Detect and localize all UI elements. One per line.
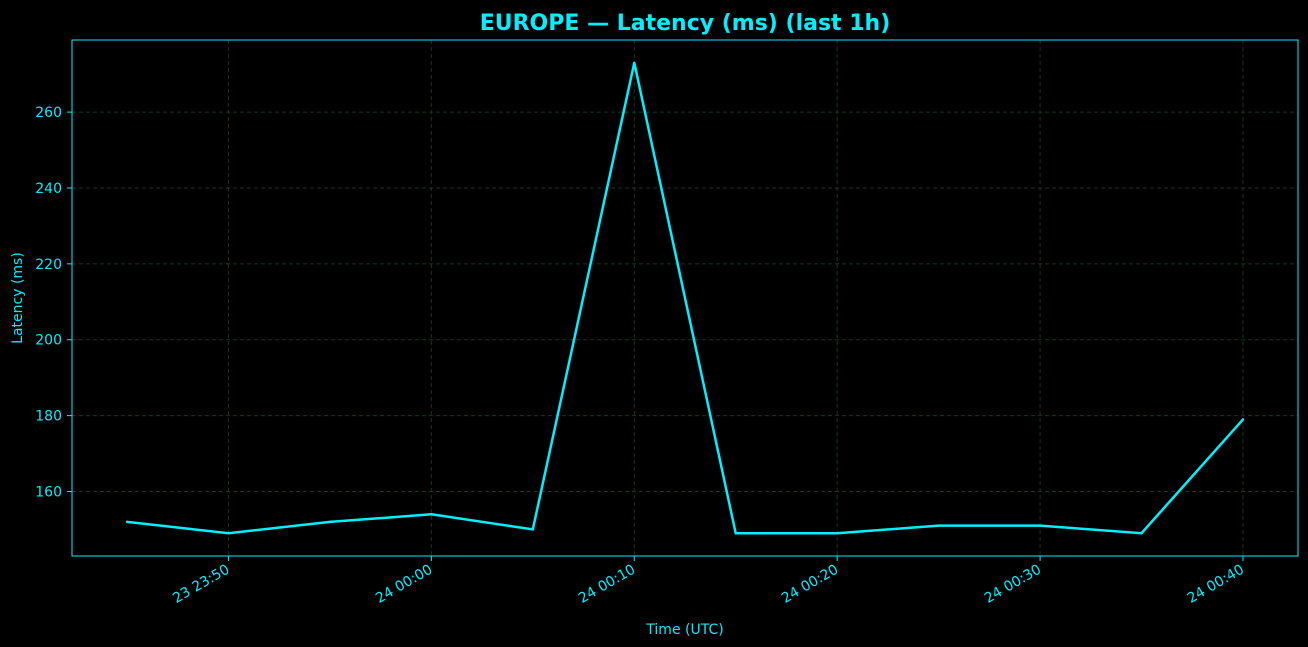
y-tick-label: 240 [35, 181, 62, 197]
series-line [126, 62, 1244, 535]
data-point [633, 61, 636, 64]
y-axis: 160 180 200 220 240 260 [35, 105, 72, 501]
y-tick-label: 180 [35, 409, 62, 425]
y-tick-label: 160 [35, 485, 62, 501]
data-point [835, 532, 839, 535]
data-point [531, 528, 535, 531]
data-point [1038, 524, 1042, 527]
data-point [1140, 532, 1143, 535]
data-point [430, 513, 433, 516]
y-axis-label: Latency (ms) [10, 252, 26, 344]
data-point [227, 532, 230, 535]
data-point [734, 532, 737, 535]
chart-title: EUROPE — Latency (ms) (last 1h) [480, 11, 891, 36]
plot-frame [71, 39, 1299, 557]
data-point [328, 520, 332, 524]
data-point [1241, 418, 1245, 421]
data-point [937, 524, 940, 527]
data-point [125, 520, 129, 524]
series-group [125, 61, 1245, 535]
y-tick-label: 200 [35, 333, 62, 349]
grid [72, 40, 1298, 556]
y-tick-label: 260 [35, 105, 62, 121]
y-tick-label: 220 [35, 257, 62, 273]
x-axis-label: Time (UTC) [645, 622, 723, 638]
